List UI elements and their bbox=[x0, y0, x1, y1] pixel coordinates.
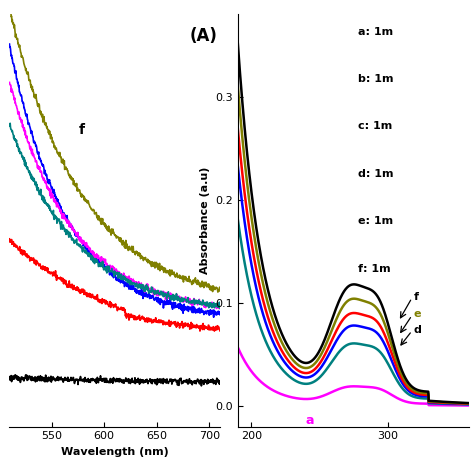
Text: f: f bbox=[79, 123, 85, 137]
Text: a: 1m: a: 1m bbox=[358, 27, 393, 36]
Text: e: e bbox=[413, 309, 421, 319]
Y-axis label: Absorbance (a.u): Absorbance (a.u) bbox=[200, 167, 210, 274]
X-axis label: Wavelength (nm): Wavelength (nm) bbox=[61, 447, 169, 457]
Text: b: 1m: b: 1m bbox=[358, 74, 393, 84]
Text: e: 1m: e: 1m bbox=[358, 216, 393, 226]
Text: d: 1m: d: 1m bbox=[358, 169, 393, 179]
Text: f: f bbox=[413, 292, 419, 301]
Text: a: a bbox=[306, 414, 314, 427]
Text: (A): (A) bbox=[189, 27, 217, 45]
Text: c: 1m: c: 1m bbox=[358, 121, 392, 131]
Text: d: d bbox=[413, 325, 421, 335]
Text: f: 1m: f: 1m bbox=[358, 264, 391, 273]
